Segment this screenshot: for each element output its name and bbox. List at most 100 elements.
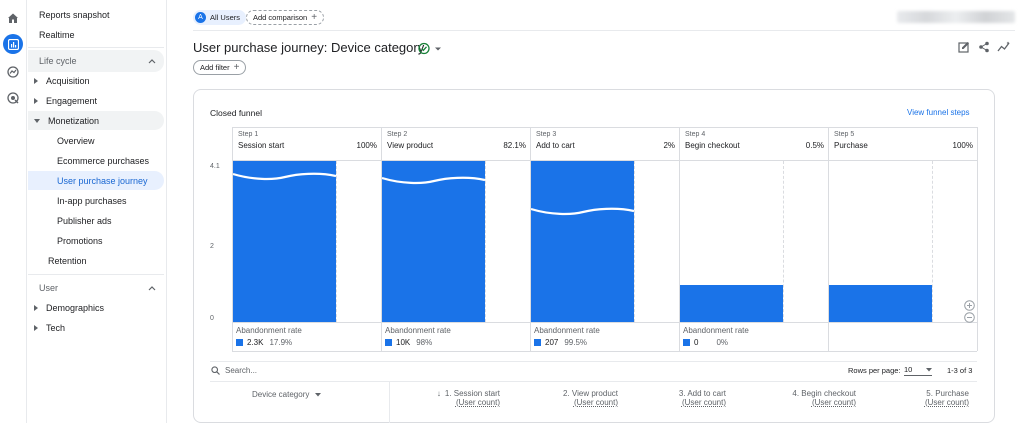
nav-ecommerce-purchases[interactable]: Ecommerce purchases: [57, 155, 150, 166]
grid-line: [828, 127, 829, 351]
step-header-4: Step 4 Begin checkout 0.5%: [685, 131, 824, 150]
legend-swatch: [683, 339, 690, 346]
dropdown-icon: [315, 392, 322, 396]
legend-swatch: [385, 339, 392, 346]
column-header-3[interactable]: 3. Add to cart (User count): [678, 389, 726, 407]
nav-demographics[interactable]: Demographics: [28, 298, 164, 317]
funnel-bar-purchase[interactable]: [829, 284, 932, 322]
y-tick-label: 2: [210, 243, 214, 250]
explore-icon[interactable]: [3, 62, 23, 82]
wave-path: [382, 176, 485, 184]
search-icon: [211, 366, 220, 375]
dashed-grid-line: [634, 161, 635, 322]
dashed-grid-line: [485, 161, 486, 322]
abandonment-2: Abandonment rate 10K 98%: [385, 326, 451, 347]
wave-path: [233, 172, 336, 180]
nav-separator: [166, 0, 167, 423]
column-header-4[interactable]: 4. Begin checkout (User count): [792, 389, 856, 407]
nav-in-app-purchases[interactable]: In-app purchases: [57, 195, 127, 206]
rows-per-page-select[interactable]: 10: [904, 364, 932, 376]
wave-line: [233, 172, 336, 180]
chevron-up-icon: [148, 286, 156, 291]
table-header-border: [210, 381, 977, 382]
abandonment-1: Abandonment rate 2.3K 17.9%: [236, 326, 302, 347]
wave-line: [382, 176, 485, 184]
account-selector[interactable]: [897, 11, 1015, 23]
funnel-bar-add-to-cart[interactable]: [531, 161, 634, 322]
nav-acquisition[interactable]: Acquisition: [28, 71, 164, 90]
reports-icon[interactable]: [3, 34, 23, 54]
check-circle-icon: [418, 42, 430, 55]
segment-chip[interactable]: A All Users: [193, 10, 247, 25]
add-filter-button[interactable]: Add filter +: [193, 60, 247, 75]
view-funnel-steps-link[interactable]: View funnel steps: [907, 108, 970, 117]
legend-swatch: [534, 339, 541, 346]
nav-user-purchase-journey[interactable]: User purchase journey: [28, 171, 164, 190]
wave-path: [531, 207, 634, 216]
column-header-5[interactable]: 5. Purchase (User count): [924, 389, 969, 407]
zoom-in-icon[interactable]: [964, 298, 975, 316]
funnel-bar-begin-checkout[interactable]: [680, 284, 783, 322]
table-top-border: [210, 361, 977, 362]
sort-down-icon: ↓: [436, 389, 441, 398]
page-title: User purchase journey: Device category: [193, 40, 425, 55]
abandonment-3: Abandonment rate 207 99.5%: [534, 326, 600, 347]
nav-divider: [28, 274, 164, 275]
step-header-2: Step 2 View product 82.1%: [387, 131, 526, 150]
y-tick-label: 0: [210, 315, 214, 322]
funnel-bar-view-product[interactable]: [382, 161, 485, 322]
nav-engagement[interactable]: Engagement: [28, 91, 164, 110]
expand-icon: [34, 77, 38, 84]
dropdown-icon: [435, 47, 441, 51]
home-icon[interactable]: [3, 8, 23, 28]
insights-icon[interactable]: [997, 40, 1011, 58]
dropdown-icon: [926, 367, 932, 371]
table-column-divider: [389, 382, 390, 423]
share-icon[interactable]: [978, 40, 990, 58]
column-header-1[interactable]: ↓ 1. Session start (User count): [436, 389, 500, 407]
search-input[interactable]: Search...: [225, 366, 258, 375]
zoom-out-icon[interactable]: [964, 310, 975, 328]
nav-divider: [28, 47, 164, 48]
nav-monetization[interactable]: Monetization: [28, 111, 164, 130]
nav-publisher-ads[interactable]: Publisher ads: [57, 215, 112, 226]
expand-icon: [34, 97, 38, 104]
left-rail: [0, 0, 27, 423]
nav-section-user[interactable]: User: [28, 277, 164, 299]
grid-line: [977, 127, 978, 351]
funnel-top-border: [232, 127, 977, 128]
nav-overview[interactable]: Overview: [57, 135, 95, 146]
collapse-icon: [34, 118, 40, 123]
grid-line: [530, 127, 531, 351]
title-status[interactable]: [418, 42, 450, 60]
grid-line: [232, 127, 233, 351]
nav-promotions[interactable]: Promotions: [57, 235, 103, 246]
funnel-bar-session-start[interactable]: [233, 161, 336, 322]
step-header-1: Step 1 Session start 100%: [238, 131, 377, 150]
report-navigation: Reports snapshot Realtime Life cycle Acq…: [28, 0, 166, 423]
advertising-icon[interactable]: [3, 88, 23, 108]
nav-reports-snapshot[interactable]: Reports snapshot: [39, 9, 110, 20]
header-divider: [193, 30, 1015, 31]
nav-realtime[interactable]: Realtime: [39, 29, 75, 40]
dashed-grid-line: [932, 161, 933, 322]
plus-icon: +: [311, 12, 318, 23]
funnel-header-border: [232, 160, 977, 161]
segment-label: All Users: [210, 13, 241, 22]
wave-line: [531, 207, 634, 216]
table-search[interactable]: Search...: [211, 366, 257, 375]
chevron-up-icon: [148, 59, 156, 64]
nav-tech[interactable]: Tech: [28, 318, 164, 337]
dashed-grid-line: [336, 161, 337, 322]
grid-line: [381, 127, 382, 351]
card-title: Closed funnel: [210, 108, 262, 118]
nav-section-life-cycle[interactable]: Life cycle: [28, 50, 164, 72]
dashed-grid-line: [783, 161, 784, 322]
step-header-3: Step 3 Add to cart 2%: [536, 131, 675, 150]
nav-retention[interactable]: Retention: [48, 255, 87, 266]
add-comparison-button[interactable]: Add comparison +: [246, 10, 325, 25]
funnel-baseline: [232, 322, 977, 323]
edit-report-icon[interactable]: [958, 40, 970, 58]
column-header-2[interactable]: 2. View product (User count): [563, 389, 618, 407]
dimension-selector[interactable]: Device category: [252, 390, 322, 399]
